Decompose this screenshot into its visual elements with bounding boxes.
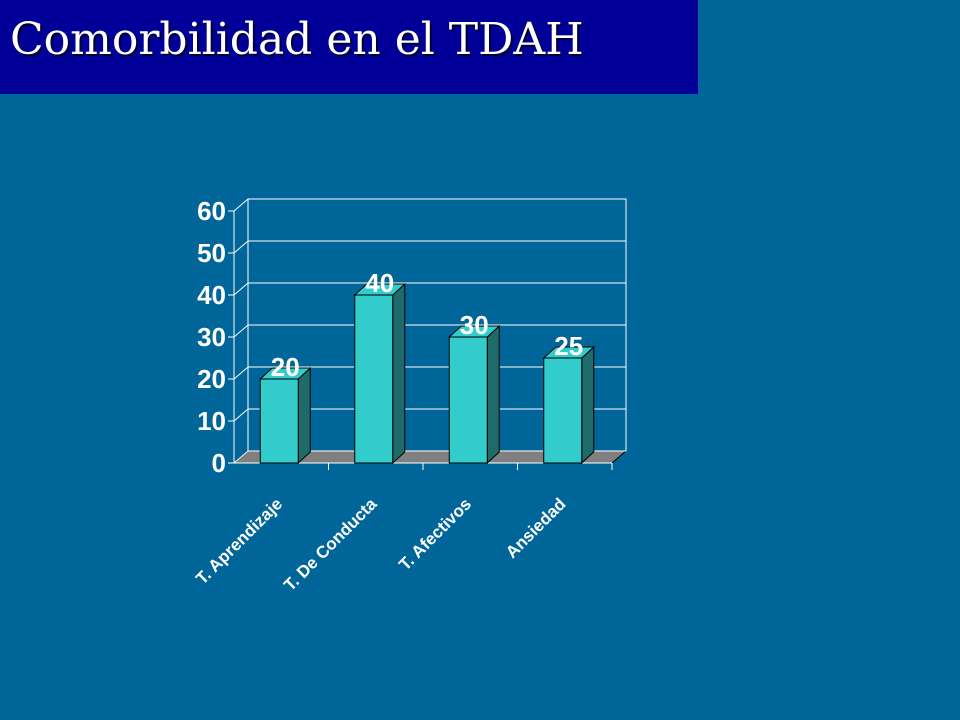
y-tick-label: 0 [212,448,226,478]
x-category-label: T. Aprendizaje [192,494,286,588]
gridline-depth [233,450,249,464]
gridline-depth [233,198,249,212]
x-category-label: T. Afectivos [395,494,475,574]
y-tick-label: 40 [197,280,226,310]
data-label: 40 [365,268,394,298]
y-tick-label: 50 [197,238,226,268]
bar-side [297,366,311,465]
gridline-depth [233,408,249,422]
slide-title: Comorbilidad en el TDAH [10,14,584,65]
title-bar: Comorbilidad en el TDAH [0,0,698,94]
data-label: 30 [460,310,489,340]
bar [354,294,394,464]
y-tick-label: 20 [197,364,226,394]
gridline-depth [233,282,249,296]
x-category-label: Ansiedad [502,494,570,562]
y-tick-label: 60 [197,196,226,226]
bar [259,378,299,464]
gridline-depth [233,324,249,338]
y-tick-label: 30 [197,322,226,352]
bar-side [486,324,500,465]
x-category-label: T. De Conducta [280,494,381,595]
gridline-depth [233,366,249,380]
y-tick-label: 10 [197,406,226,436]
bar-side [392,282,406,465]
chart-bars [258,282,596,465]
bar [543,357,583,464]
data-label: 25 [554,331,583,361]
bar [448,336,488,464]
data-label: 20 [271,352,300,382]
bar-side [581,345,595,465]
gridline-depth [233,240,249,254]
